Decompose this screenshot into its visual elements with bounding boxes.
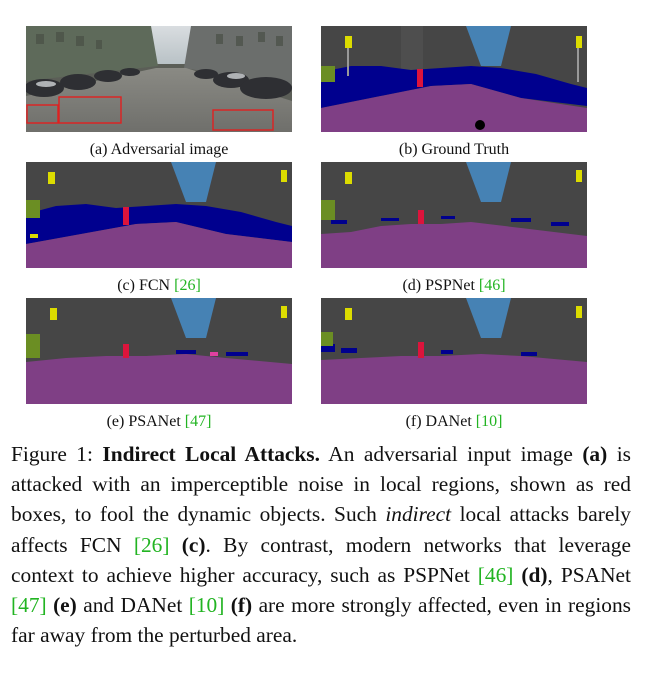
adversarial-street-photo [26,26,292,132]
panel-c-fcn [26,162,292,268]
psanet-segmentation [26,298,292,404]
ground-truth-segmentation [321,26,587,132]
attack-box-2 [58,96,122,124]
figure-caption-title: Indirect Local Attacks. [102,442,320,466]
caption-panel-d: (d) PSPNet [46] [402,277,506,294]
attack-box-1 [26,104,59,124]
panel-a-adversarial-image [26,26,292,132]
panel-f-danet [321,298,587,404]
figure-caption: Figure 1: Indirect Local Attacks. An adv… [11,442,632,648]
attack-box-3 [212,109,274,131]
caption-panel-e: (e) PSANet [47] [106,413,212,430]
panel-b-ground-truth [321,26,587,132]
caption-panel-b: (b) Ground Truth [398,141,510,158]
panel-e-psanet [26,298,292,404]
caption-panel-c: (c) FCN [26] [117,277,201,294]
panel-d-pspnet [321,162,587,268]
caption-panel-a: (a) Adversarial image [89,141,229,158]
danet-segmentation [321,298,587,404]
citation-link[interactable]: [10] [188,593,225,618]
citation-link[interactable]: [26] [133,532,170,557]
citation-link[interactable]: [46] [477,562,514,587]
fcn-segmentation [26,162,292,268]
caption-panel-f: (f) DANet [10] [405,413,503,430]
citation-link[interactable]: [47] [11,593,47,618]
pspnet-segmentation [321,162,587,268]
